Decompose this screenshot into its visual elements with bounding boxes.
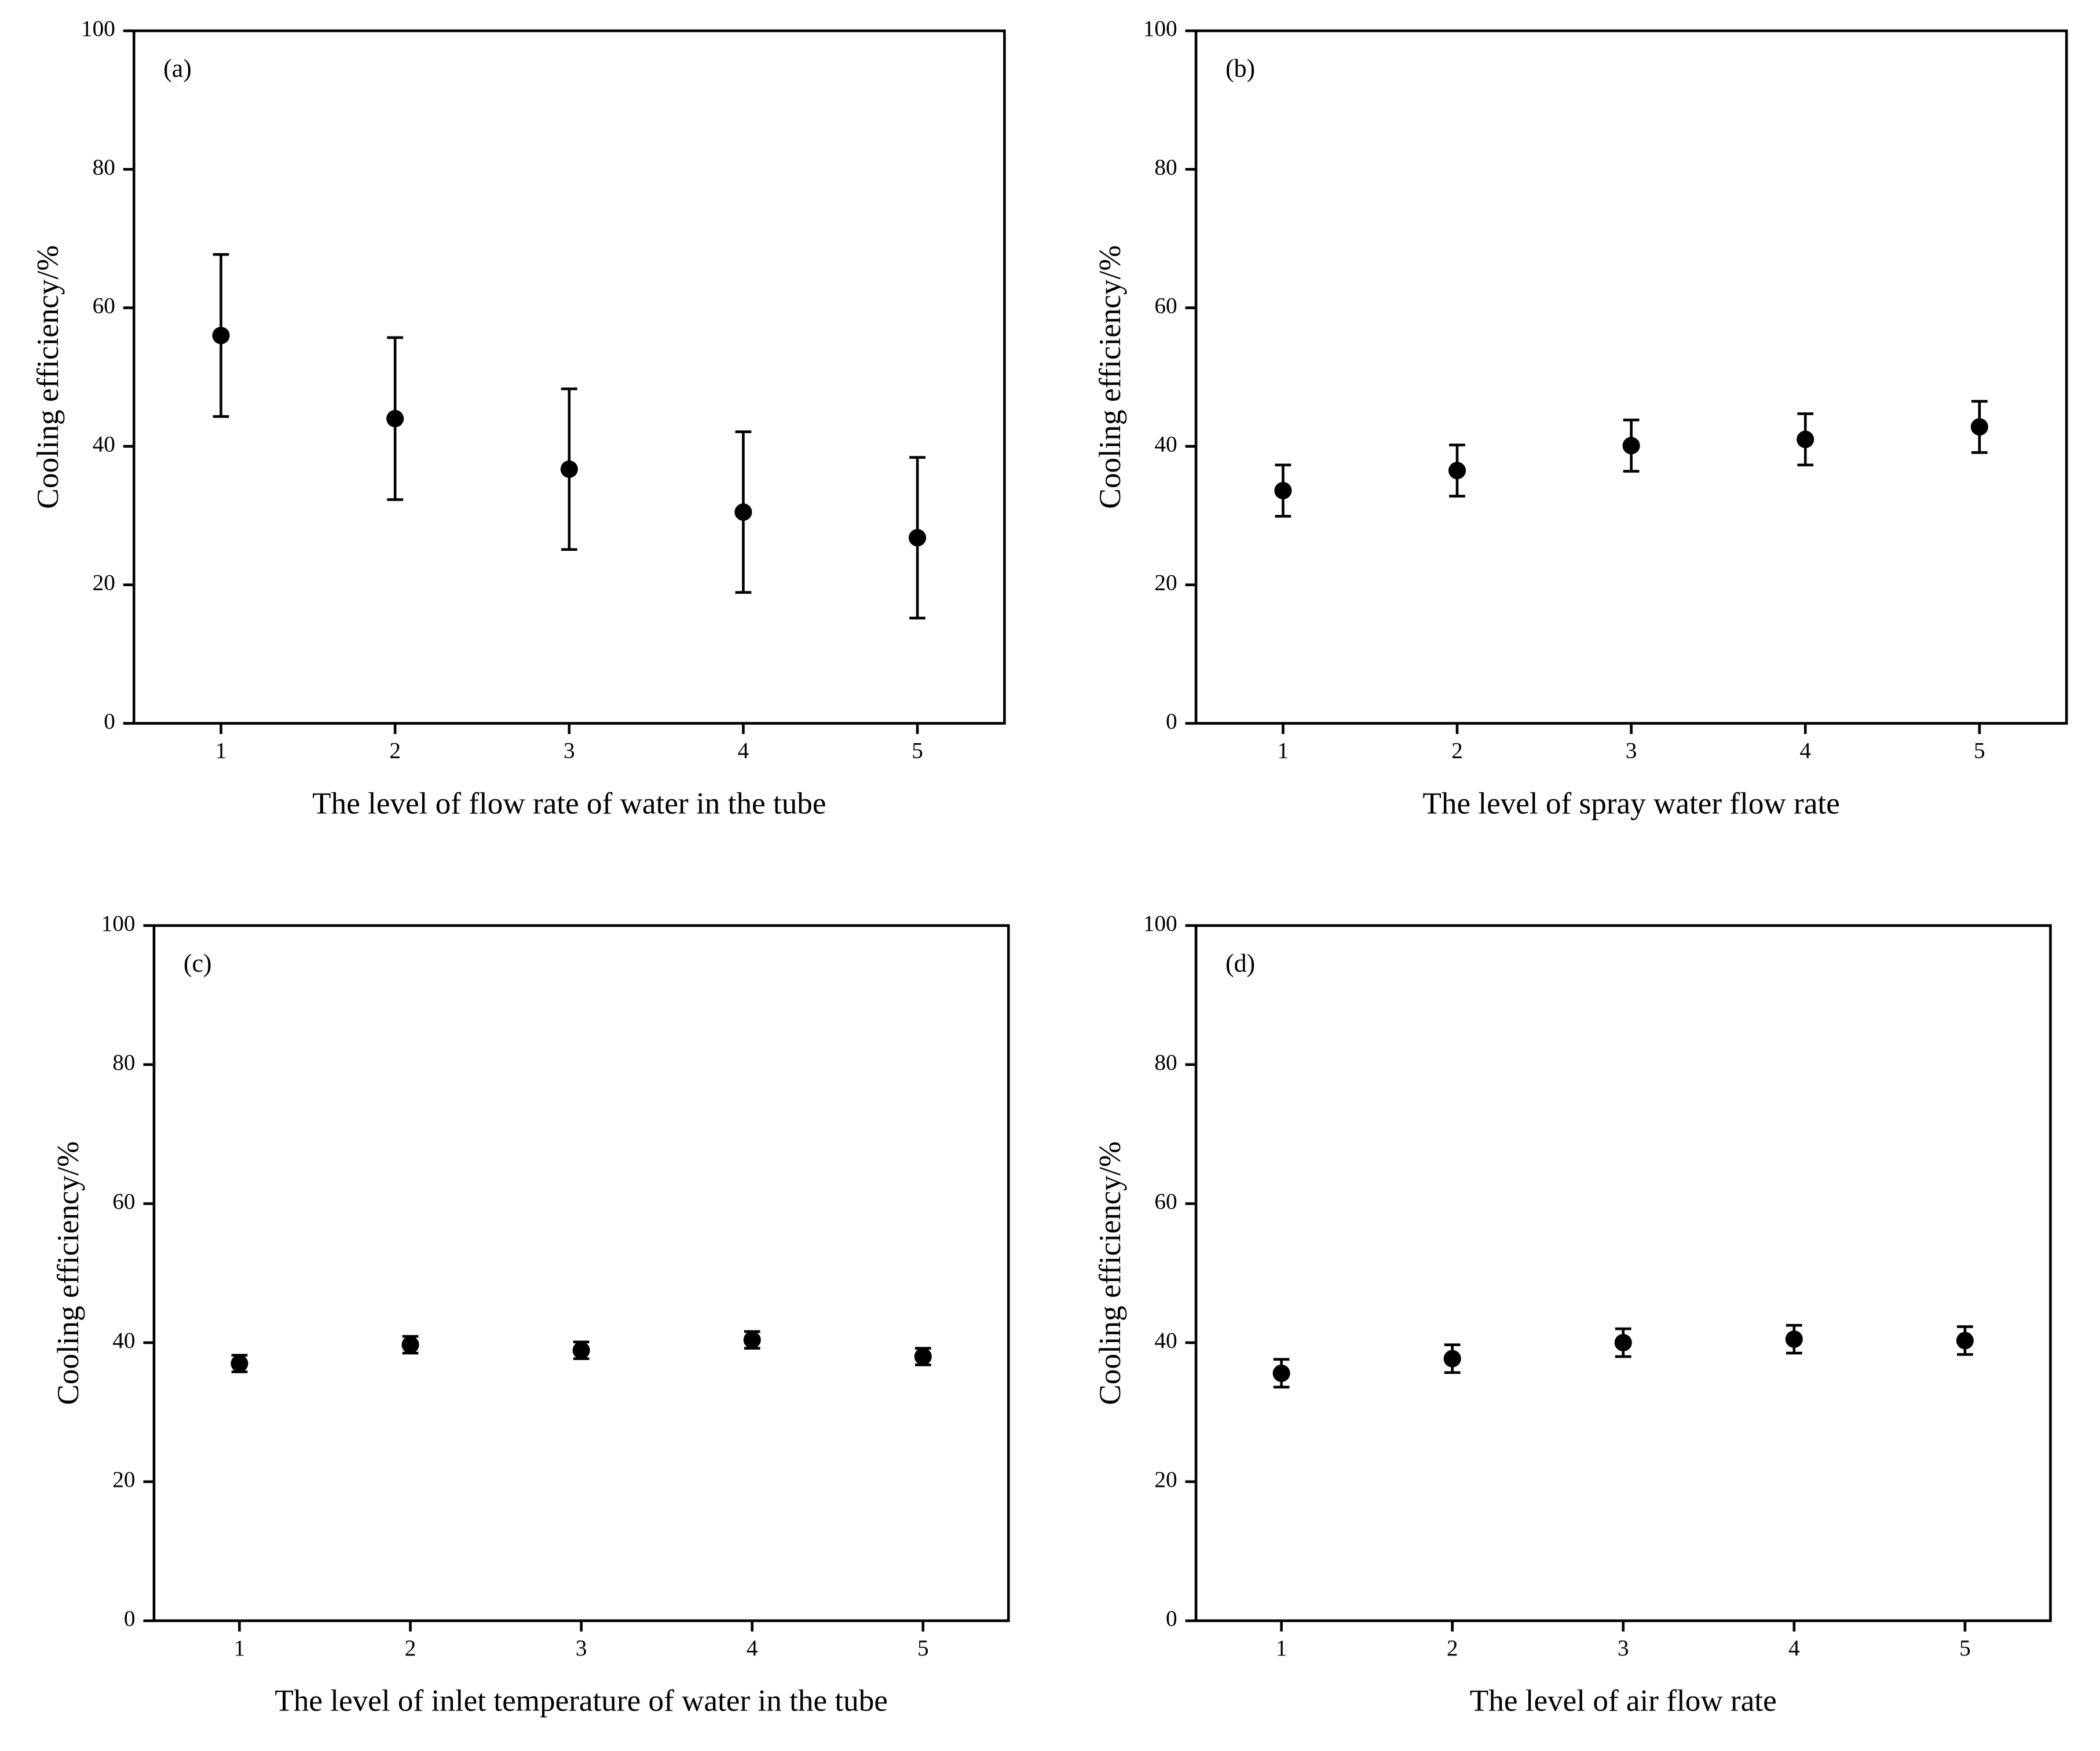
panel-label: (b): [1225, 54, 1255, 83]
y-axis-label: Cooling efficiency/%: [1093, 1141, 1127, 1405]
data-point: [1443, 1350, 1461, 1368]
data-point: [231, 1355, 248, 1373]
y-tick-label: 40: [1154, 1328, 1177, 1353]
x-tick-label: 2: [1447, 1635, 1458, 1661]
x-axis-label: The level of flow rate of water in the t…: [312, 786, 826, 820]
data-point: [401, 1336, 419, 1354]
data-point: [909, 529, 927, 547]
x-tick-label: 1: [1276, 1635, 1287, 1661]
y-axis-label: Cooling efficiency/%: [51, 1141, 85, 1405]
x-tick-label: 4: [738, 738, 749, 763]
y-tick-label: 0: [1166, 708, 1177, 734]
x-tick-label: 2: [1451, 738, 1463, 763]
data-point: [1785, 1330, 1803, 1348]
subplot: 0 20 40 60 80 100 1 2 3 4 5 (d) The level of air flo…: [1093, 911, 2052, 1718]
y-tick-label: 100: [1143, 911, 1177, 936]
x-tick-label: 5: [912, 738, 923, 763]
data-point: [734, 503, 752, 521]
x-tick-label: 4: [1788, 1635, 1800, 1661]
subplot: 0 20 40 60 80 100 1 2 3 4 5 (c) The level of inlet t…: [51, 911, 1010, 1718]
x-tick-label: 3: [1626, 738, 1637, 763]
plot-frame: [152, 924, 1010, 1622]
data-point: [1622, 437, 1640, 455]
y-tick-label: 100: [81, 16, 115, 41]
subplot: 0 20 40 60 80 100 1 2 3 4 5 (a) The level of flow ra…: [31, 16, 1006, 820]
x-axis-label: The level of spray water flow rate: [1422, 786, 1839, 820]
x-tick-label: 5: [1959, 1635, 1971, 1661]
panel-label: (a): [163, 54, 192, 83]
x-axis-label: The level of inlet temperature of water …: [275, 1684, 888, 1718]
panel-label: (c): [184, 949, 212, 977]
y-tick-label: 0: [104, 708, 115, 734]
y-tick-label: 40: [112, 1328, 135, 1353]
data-point: [743, 1331, 761, 1349]
panel-label: (d): [1225, 949, 1255, 977]
x-tick-label: 4: [747, 1635, 758, 1661]
y-tick-label: 20: [1154, 570, 1177, 595]
subplot: 0 20 40 60 80 100 1 2 3 4 5 (b) The level of spray w…: [1093, 16, 2068, 820]
data-point: [1274, 482, 1292, 500]
y-axis-label: Cooling efficiency/%: [1093, 245, 1127, 509]
x-tick-label: 2: [405, 1635, 416, 1661]
y-tick-label: 20: [112, 1467, 135, 1492]
y-tick-label: 20: [93, 570, 115, 595]
plot-frame: [132, 29, 1006, 725]
data-point: [1970, 418, 1988, 436]
data-point: [560, 460, 578, 478]
y-tick-label: 60: [112, 1189, 135, 1214]
x-tick-label: 2: [389, 738, 401, 763]
y-tick-label: 80: [1154, 1050, 1177, 1075]
data-point: [1272, 1364, 1290, 1382]
y-tick-label: 40: [1154, 432, 1177, 457]
y-tick-label: 80: [1154, 154, 1177, 180]
y-tick-label: 60: [1154, 293, 1177, 318]
y-tick-label: 80: [112, 1050, 135, 1075]
plot-frame: [1194, 924, 2052, 1622]
x-tick-label: 5: [1974, 738, 1985, 763]
x-tick-label: 1: [1278, 738, 1289, 763]
x-tick-label: 3: [1618, 1635, 1629, 1661]
y-tick-label: 0: [1166, 1606, 1177, 1631]
x-tick-label: 3: [564, 738, 575, 763]
x-tick-label: 4: [1799, 738, 1811, 763]
x-tick-label: 3: [576, 1635, 587, 1661]
y-tick-label: 100: [1143, 16, 1177, 41]
data-point: [386, 410, 404, 427]
x-tick-label: 1: [234, 1635, 246, 1661]
data-point: [914, 1348, 932, 1366]
y-tick-label: 60: [1154, 1189, 1177, 1214]
data-point: [572, 1341, 590, 1359]
data-point: [1448, 462, 1466, 480]
y-tick-label: 60: [93, 293, 115, 318]
data-point: [1797, 430, 1814, 448]
x-axis-label: The level of air flow rate: [1470, 1684, 1777, 1718]
plot-frame: [1194, 29, 2068, 725]
y-tick-label: 100: [101, 911, 136, 936]
x-tick-label: 1: [215, 738, 227, 763]
y-tick-label: 20: [1154, 1467, 1177, 1492]
x-tick-label: 5: [917, 1635, 929, 1661]
data-point: [1956, 1332, 1974, 1350]
y-tick-label: 80: [93, 154, 115, 180]
data-point: [212, 327, 230, 345]
y-axis-label: Cooling efficiency/%: [31, 245, 65, 509]
y-tick-label: 0: [124, 1606, 136, 1631]
y-tick-label: 40: [93, 432, 115, 457]
data-point: [1614, 1334, 1632, 1352]
